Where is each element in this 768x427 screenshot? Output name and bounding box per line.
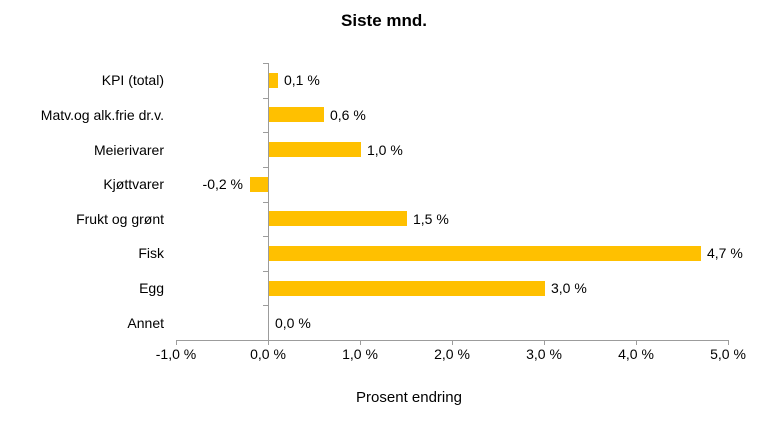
x-axis-tick (176, 341, 177, 345)
x-tick-label: 2,0 % (434, 346, 470, 362)
x-axis-tick (544, 341, 545, 345)
bar (269, 211, 407, 226)
category-label: Fisk (138, 245, 164, 261)
x-axis-tick (360, 341, 361, 345)
y-axis-tick (263, 63, 268, 64)
bar-value-label: 3,0 % (551, 280, 587, 296)
x-axis-tick (452, 341, 453, 345)
category-label: Kjøttvarer (103, 176, 164, 192)
x-axis-tick (636, 341, 637, 345)
bar (269, 246, 701, 261)
x-axis-tick (268, 341, 269, 345)
y-axis-tick (263, 271, 268, 272)
x-tick-label: 3,0 % (526, 346, 562, 362)
category-label: Meierivarer (93, 142, 164, 158)
bar (269, 107, 324, 122)
category-label: Matv.og alk.frie dr.v. (40, 107, 164, 123)
x-tick-label: 5,0 % (710, 346, 746, 362)
bar (269, 281, 545, 296)
y-axis-tick (263, 236, 268, 237)
bar-value-label: 0,1 % (284, 72, 320, 88)
bar-value-label: -0,2 % (202, 176, 243, 192)
y-axis-tick (263, 202, 268, 203)
y-axis-tick (263, 340, 268, 341)
x-axis-tick (728, 341, 729, 345)
bar-value-label: 0,0 % (275, 315, 311, 331)
chart-title: Siste mnd. (341, 11, 427, 30)
y-axis-tick (263, 98, 268, 99)
bar (250, 177, 268, 192)
bar-value-label: 4,7 % (707, 245, 743, 261)
category-label: Annet (127, 315, 164, 331)
x-tick-label: 1,0 % (342, 346, 378, 362)
x-tick-label: -1,0 % (155, 346, 197, 362)
y-axis-tick (263, 132, 268, 133)
bar-value-label: 0,6 % (330, 107, 366, 123)
x-axis-line (176, 340, 729, 341)
x-tick-label: 0,0 % (250, 346, 286, 362)
bar-value-label: 1,5 % (413, 211, 449, 227)
y-axis-tick (263, 167, 268, 168)
bar (269, 142, 361, 157)
x-tick-label: 4,0 % (618, 346, 654, 362)
bar (269, 73, 278, 88)
category-label: KPI (total) (101, 72, 164, 88)
y-axis-tick (263, 305, 268, 306)
x-axis-title: Prosent endring (356, 389, 462, 406)
category-label: Frukt og grønt (76, 211, 164, 227)
category-label: Egg (139, 280, 164, 296)
y-axis-line (268, 63, 269, 345)
bar-value-label: 1,0 % (367, 142, 403, 158)
